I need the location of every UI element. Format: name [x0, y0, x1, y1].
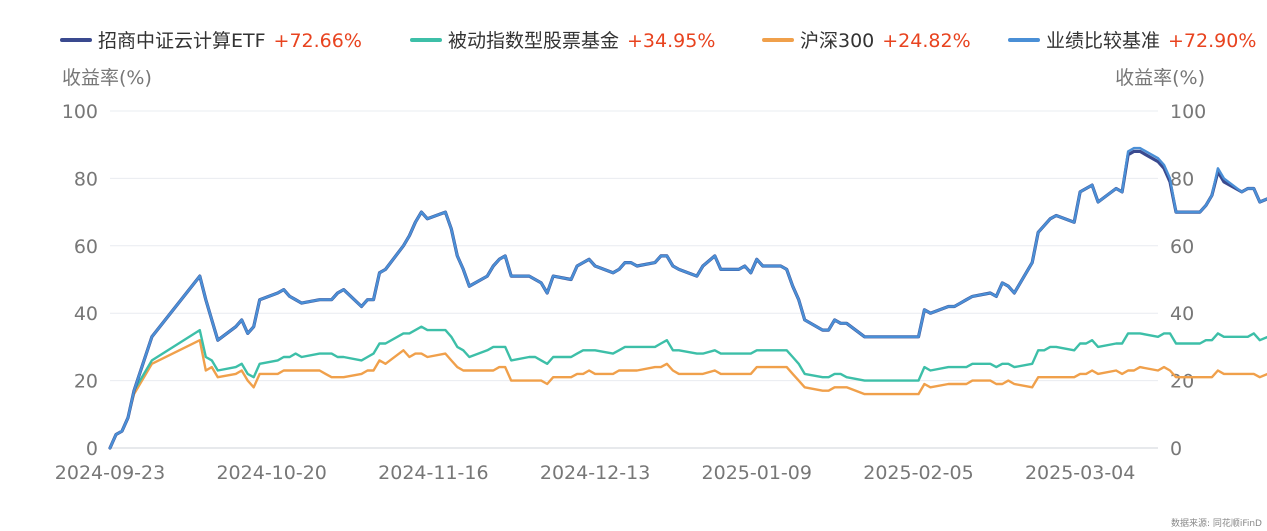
y-tick-label-right: 80 — [1170, 168, 1194, 190]
x-tick-label: 2025-01-09 — [702, 462, 812, 484]
y-axis-left-label: 收益率(%) — [62, 67, 152, 89]
y-tick-label-left: 0 — [86, 438, 98, 460]
series-line-3 — [108, 339, 1267, 450]
legend-label: 招商中证云计算ETF +72.66% — [98, 30, 362, 52]
legend: 招商中证云计算ETF +72.66% 被动指数型股票基金 +34.95% 沪深300 +2… — [60, 30, 1256, 52]
y-tick-label-right: 40 — [1170, 303, 1194, 325]
y-tick-label-left: 20 — [74, 371, 98, 393]
legend-label: 沪深300 +24.82% — [800, 30, 971, 52]
series-line-1 — [108, 149, 1267, 450]
x-tick-label: 2024-11-16 — [378, 462, 488, 484]
y-tick-label-right: 0 — [1170, 438, 1182, 460]
legend-label: 被动指数型股票基金 +34.95% — [448, 30, 715, 52]
y-axis-right-label: 收益率(%) — [1115, 67, 1205, 89]
y-tick-label-right: 60 — [1170, 236, 1194, 258]
x-tick-label: 2025-03-04 — [1025, 462, 1135, 484]
legend-item-4[interactable]: 业绩比较基准 +72.90% — [1008, 30, 1256, 52]
legend-item-2[interactable]: 被动指数型股票基金 +34.95% — [410, 30, 715, 52]
legend-label: 业绩比较基准 +72.90% — [1046, 30, 1256, 52]
legend-item-1[interactable]: 招商中证云计算ETF +72.66% — [60, 30, 362, 52]
y-tick-label-left: 60 — [74, 236, 98, 258]
legend-item-3[interactable]: 沪深300 +24.82% — [762, 30, 971, 52]
series-lines — [108, 146, 1267, 450]
x-tick-label: 2024-10-20 — [216, 462, 326, 484]
gridlines — [110, 110, 1158, 449]
x-tick-label: 2024-12-13 — [540, 462, 650, 484]
y-tick-label-right: 100 — [1170, 101, 1206, 123]
x-tick-label: 2024-09-23 — [55, 462, 165, 484]
y-tick-label-left: 100 — [62, 101, 98, 123]
y-tick-label-left: 40 — [74, 303, 98, 325]
y-tick-label-left: 80 — [74, 168, 98, 190]
series-line-2 — [108, 325, 1267, 450]
x-tick-label: 2025-02-05 — [863, 462, 973, 484]
y-ticks-left: 0 20 40 60 80 100 — [62, 101, 98, 460]
series-line-4 — [108, 146, 1267, 450]
data-source-note: 数据来源: 同花顺iFinD — [1171, 517, 1262, 529]
x-ticks: 2024-09-23 2024-10-20 2024-11-16 2024-12-13… — [55, 462, 1136, 484]
